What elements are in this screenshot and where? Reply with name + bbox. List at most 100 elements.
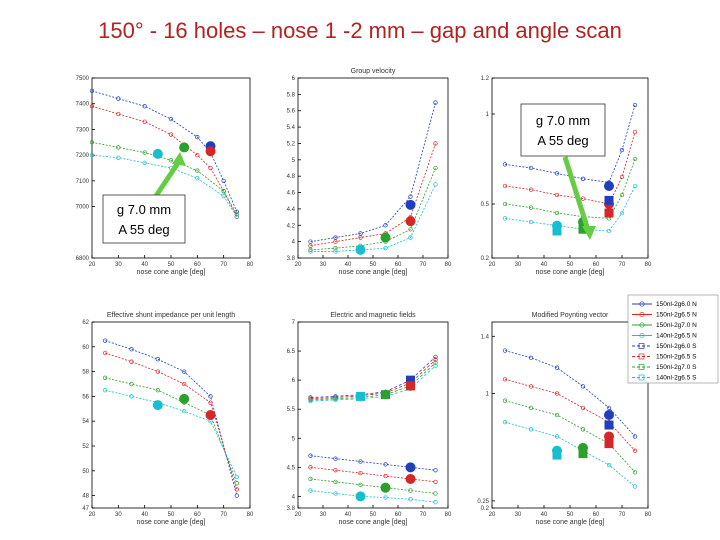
y-tick-label: 7200: [76, 153, 90, 159]
callout-right: g 7.0 mm A 55 deg: [520, 103, 606, 240]
x-tick-label: 30: [115, 512, 122, 518]
series-line-2: [504, 131, 636, 205]
data-point: [333, 397, 338, 403]
highlight-square-marker: [604, 439, 614, 449]
data-point: [433, 491, 438, 496]
data-point: [433, 182, 438, 187]
data-point: [168, 116, 174, 122]
data-point: [502, 201, 508, 207]
y-tick-label: 1.4: [481, 334, 490, 340]
x-tick-label: 70: [220, 262, 227, 268]
data-point: [632, 129, 638, 135]
highlight-circle-marker: [355, 491, 366, 502]
x-tick-label: 60: [395, 262, 402, 268]
data-point: [580, 196, 586, 201]
data-point: [632, 102, 638, 108]
x-tick-label: 40: [141, 512, 148, 518]
y-tick-label: 47: [82, 506, 89, 512]
data-point: [408, 194, 413, 199]
data-point: [208, 165, 213, 171]
data-point: [116, 145, 121, 150]
highlight-circle-marker: [380, 482, 391, 493]
legend-symbol-8: [638, 374, 645, 381]
data-point: [308, 476, 313, 482]
highlight-circle-marker: [604, 431, 614, 442]
callout-right-box: [520, 103, 606, 157]
y-tick-label: 7: [292, 320, 296, 326]
data-point: [333, 239, 338, 244]
series-line-3: [504, 158, 636, 219]
series-line-1: [91, 90, 238, 212]
data-point: [632, 448, 638, 453]
legend-label-3: 150nl-2g7.0 N: [656, 322, 697, 329]
highlight-circle-marker: [205, 146, 216, 157]
data-point: [142, 150, 147, 155]
series-line-3: [310, 478, 436, 494]
data-point: [129, 359, 134, 364]
callout-left-arrowhead: [172, 152, 186, 166]
data-point: [606, 462, 612, 468]
data-point: [116, 111, 121, 117]
y-tick-label: 4.5: [287, 465, 296, 471]
legend-label-5: 150nl-2g6.0 S: [656, 343, 697, 350]
x-tick-label: 70: [420, 262, 427, 268]
data-point: [433, 141, 438, 146]
data-point: [554, 391, 560, 396]
data-point: [89, 104, 95, 109]
y-tick-label: 3.8: [287, 256, 296, 262]
data-point: [221, 194, 226, 199]
y-tick-label: 4: [292, 494, 296, 500]
data-point: [606, 405, 612, 410]
highlight-square-marker: [604, 420, 614, 430]
y-tick-label: 4.6: [287, 191, 296, 197]
y-tick-label: 5.2: [287, 141, 296, 147]
data-point: [554, 210, 560, 216]
y-tick-label: 58: [82, 370, 89, 376]
series-line-1: [504, 350, 636, 437]
y-tick-label: 0.2: [481, 506, 490, 512]
highlight-square-marker: [356, 391, 365, 401]
data-point: [116, 155, 121, 160]
data-point: [528, 405, 534, 410]
data-point: [234, 487, 239, 492]
data-point: [333, 456, 338, 461]
y-tick-label: 5.6: [287, 109, 296, 115]
legend-symbol-3: [639, 322, 645, 328]
x-tick-label: 30: [515, 512, 522, 518]
data-point: [619, 174, 625, 180]
series-line-2: [310, 143, 436, 247]
data-point: [333, 235, 338, 240]
data-point: [142, 104, 147, 109]
data-point: [308, 465, 313, 470]
x-tick-label: 80: [247, 262, 254, 268]
y-tick-label: 0.25: [477, 499, 489, 505]
x-axis-label: nose cone angle [deg]: [137, 269, 206, 276]
x-axis-label: nose cone angle [deg]: [536, 519, 605, 526]
data-point: [103, 338, 108, 343]
data-point: [182, 381, 187, 387]
legend-symbol-6: [638, 353, 645, 360]
y-tick-label: 62: [82, 320, 89, 326]
series-line-4: [504, 421, 636, 487]
data-point: [129, 347, 134, 352]
plot-frame: [297, 321, 449, 509]
x-tick-label: 40: [141, 262, 148, 268]
x-tick-label: 30: [515, 262, 522, 268]
highlight-square-marker: [604, 208, 614, 218]
plot-frame: [491, 321, 649, 509]
data-point: [502, 348, 508, 353]
x-tick-label: 60: [395, 512, 402, 518]
highlight-square-marker: [381, 390, 390, 400]
x-tick-label: 60: [194, 512, 201, 518]
legend-label-7: 150nl-2g7.0 S: [656, 364, 697, 371]
y-tick-label: 1.2: [481, 76, 490, 82]
chart-title: Group velocity: [351, 68, 396, 75]
data-point: [554, 412, 560, 418]
series-line-2: [91, 105, 238, 218]
data-point: [619, 210, 625, 216]
x-axis-label: nose cone angle [deg]: [137, 519, 206, 526]
series-line-1: [105, 340, 238, 496]
plot-frame: [91, 321, 251, 509]
data-point: [580, 427, 586, 432]
series-line-4: [504, 185, 636, 232]
